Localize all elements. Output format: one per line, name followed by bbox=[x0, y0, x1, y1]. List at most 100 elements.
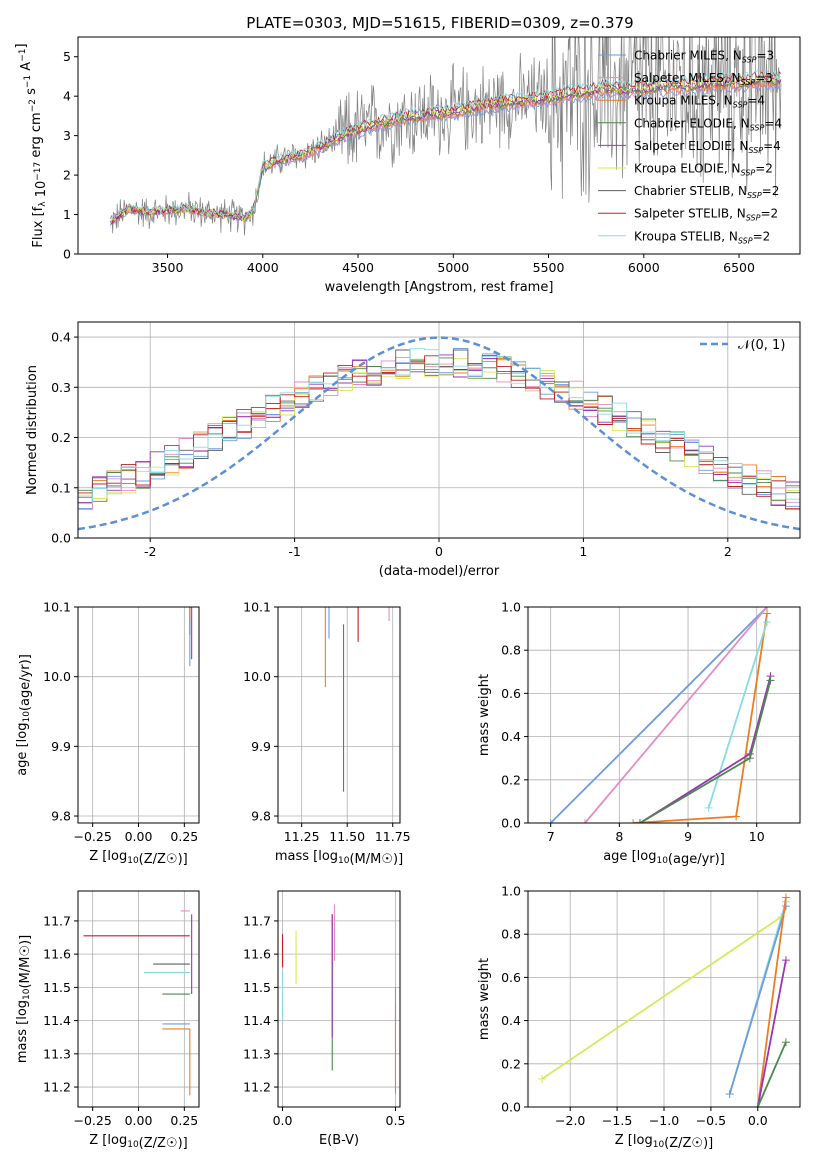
label-part: mass [ bbox=[15, 1020, 30, 1063]
y-tick-label: 4 bbox=[63, 89, 71, 104]
legend-label: Salpeter MILES, NSSP=3 bbox=[634, 71, 773, 87]
label-part: erg cm bbox=[29, 112, 44, 161]
y-tick-label: 2 bbox=[63, 168, 71, 183]
label-part: Normed distribution bbox=[25, 365, 40, 495]
x-tick-label: 8 bbox=[615, 829, 623, 844]
age-vs-metallicity-panel-grid bbox=[78, 606, 199, 823]
plots: 3500 4000 4500 5000 5500 6000 6500 0 1 2 3 4 5 wavele… bbox=[14, 36, 801, 1151]
label-part: (data-model)/error bbox=[379, 564, 500, 579]
label-subscript: 10 bbox=[22, 711, 32, 723]
label-part: λ bbox=[38, 201, 48, 207]
y-tick-label: 0.4 bbox=[501, 1013, 521, 1028]
legend-label-main: Kroupa STELIB, N bbox=[634, 229, 738, 243]
y-tick-label: 10.0 bbox=[43, 669, 71, 684]
mass-vs-metallicity-panel-frame: −0.25 0.00 0.25 11.2 11.3 11.4 11.5 11.6 11.7 bbox=[43, 890, 200, 1128]
mass-vs-metallicity-panel: −0.25 0.00 0.25 11.2 11.3 11.4 11.5 11.6 11.7 Z [… bbox=[15, 890, 200, 1151]
legend-label: Kroupa MILES, NSSP=4 bbox=[634, 94, 765, 110]
legend-label-tail: =4 bbox=[747, 94, 765, 108]
spectrum-panel-frame: 3500 4000 4500 5000 5500 6000 6500 0 1 2 3 4 5 bbox=[63, 36, 801, 275]
legend-label-tail: =4 bbox=[764, 116, 782, 130]
age-vs-mass-panel-grid bbox=[278, 606, 400, 823]
model-spectrum-line bbox=[110, 71, 782, 223]
label-subscript: 10 bbox=[656, 856, 668, 866]
x-tick-label: 4000 bbox=[247, 260, 279, 275]
mass-weight-vs-metallicity-panel: −2.0 −1.5 −1.0 −0.5 0.0 0.0 0.2 0.4 0.6 0.8 1.0 Z [… bbox=[477, 884, 801, 1151]
mass-weight-vs-metallicity-panel-grid bbox=[528, 890, 800, 1108]
y-tick-label: 0.4 bbox=[501, 729, 521, 744]
y-tick-label: 0.2 bbox=[51, 430, 71, 445]
mass-vs-reddening-panel-grid bbox=[278, 891, 400, 1107]
x-tick-label: 6500 bbox=[723, 260, 755, 275]
y-tick-label: 0.4 bbox=[51, 330, 71, 345]
y-tick-label: 11.4 bbox=[243, 1013, 271, 1028]
label-part: −1 bbox=[23, 75, 33, 88]
residuals-panel-grid bbox=[78, 322, 800, 539]
weight-line bbox=[633, 613, 768, 823]
legend-label-sub: SSP bbox=[741, 78, 756, 87]
y-axis-label: mass weight bbox=[477, 674, 492, 756]
label-part: log bbox=[15, 1000, 30, 1020]
x-tick-label: 0.25 bbox=[170, 1113, 198, 1128]
age-vs-mass-panel-marks bbox=[324, 607, 390, 792]
legend-label-sub: SSP bbox=[746, 214, 761, 223]
age-vs-metallicity-panel: −0.25 0.00 0.259.89.910.010.1Z [log10(Z/Z☉… bbox=[15, 600, 200, 867]
x-tick-label: 9 bbox=[684, 829, 692, 844]
x-tick-label: 0.0 bbox=[748, 1113, 768, 1128]
legend-label: Salpeter ELODIE, NSSP=4 bbox=[634, 139, 781, 155]
weight-line bbox=[728, 905, 787, 1095]
y-tick-label: 11.5 bbox=[243, 980, 271, 995]
x-axis-label: (data-model)/error bbox=[379, 564, 500, 579]
y-tick-label: 10.0 bbox=[243, 669, 271, 684]
label-part: Z [ bbox=[615, 1133, 633, 1148]
x-tick-label: −2.0 bbox=[555, 1113, 585, 1128]
label-part: Z [ bbox=[89, 1133, 107, 1148]
mass-weight-vs-age-panel-grid bbox=[528, 606, 800, 824]
legend-label: Chabrier STELIB, NSSP=2 bbox=[634, 184, 779, 200]
legend-label-tail: =3 bbox=[755, 71, 773, 85]
label-part: (age/yr)] bbox=[18, 654, 33, 711]
y-tick-label: 0.3 bbox=[51, 380, 71, 395]
legend-label-sub: SSP bbox=[741, 169, 756, 178]
legend-label-tail: =3 bbox=[756, 49, 774, 63]
label-part: (Z/Z☉)] bbox=[139, 1136, 188, 1151]
label-part: E(B-V) bbox=[319, 1133, 359, 1148]
legend-label-main: Salpeter ELODIE, N bbox=[634, 139, 748, 153]
label-part: log bbox=[637, 849, 657, 864]
label-part: −2 bbox=[28, 99, 38, 112]
spectrum-panel-marks bbox=[110, 37, 782, 236]
label-part: (Z/Z☉)] bbox=[664, 1136, 713, 1151]
y-axis-label: age [log10(age/yr)] bbox=[15, 654, 33, 776]
y-tick-label: 11.5 bbox=[43, 980, 71, 995]
label-part: age [ bbox=[603, 849, 636, 864]
y-tick-label: 0.0 bbox=[501, 816, 521, 831]
legend-label-main: Salpeter MILES, N bbox=[634, 71, 741, 85]
legend-label: 𝒩(0, 1) bbox=[738, 338, 785, 353]
legend-label-sub: SSP bbox=[738, 236, 753, 245]
x-tick-label: -1 bbox=[288, 544, 300, 559]
y-tick-label: 11.3 bbox=[43, 1046, 71, 1061]
legend-label-main: Chabrier ELODIE, N bbox=[634, 116, 750, 130]
legend-label-main: Kroupa MILES, N bbox=[634, 94, 733, 108]
label-part: (M/M☉)] bbox=[18, 935, 33, 989]
y-tick-label: 9.8 bbox=[51, 809, 71, 824]
weight-line bbox=[550, 607, 768, 823]
legend-label-main: Chabrier STELIB, N bbox=[634, 184, 747, 198]
x-tick-label: −0.25 bbox=[74, 829, 112, 844]
y-tick-label: 0.8 bbox=[501, 927, 521, 942]
x-tick-label: −0.25 bbox=[74, 1113, 112, 1128]
weight-line bbox=[584, 607, 768, 823]
label-part: wavelength [Angstrom, rest frame] bbox=[325, 280, 554, 295]
model-spectrum-line bbox=[110, 75, 782, 223]
label-part: 10 bbox=[34, 181, 49, 202]
y-tick-label: 3 bbox=[63, 128, 71, 143]
y-tick-label: 11.4 bbox=[43, 1013, 71, 1028]
y-tick-label: 1 bbox=[63, 207, 71, 222]
y-tick-label: 0.6 bbox=[501, 970, 521, 985]
weight-line bbox=[756, 897, 787, 1107]
residuals-panel-frame: -2 -1 0 1 2 0.0 0.1 0.2 0.3 0.4 bbox=[51, 321, 801, 559]
y-axis-label: mass weight bbox=[477, 958, 492, 1040]
legend-label-main: Chabrier MILES, N bbox=[634, 49, 742, 63]
label-part: Flux [f bbox=[31, 206, 46, 247]
y-tick-label: 0.1 bbox=[51, 480, 71, 495]
